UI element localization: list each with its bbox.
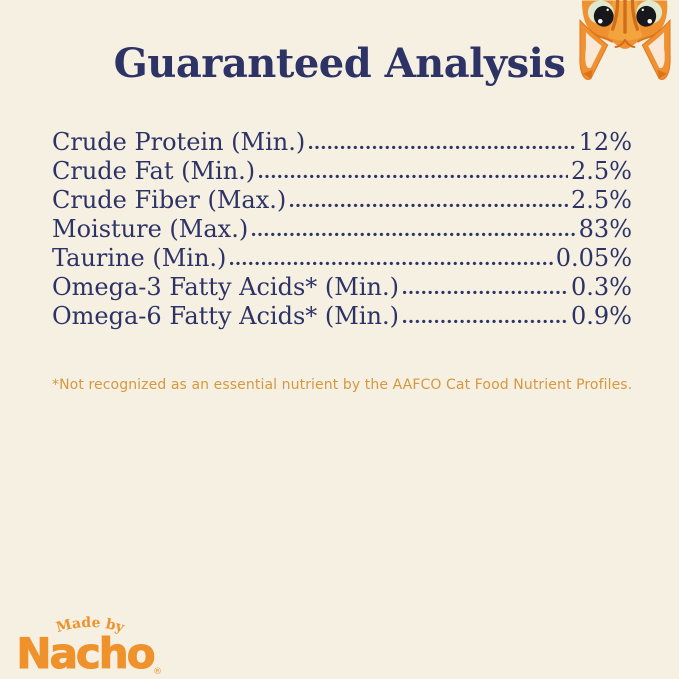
dot-leader <box>401 319 569 324</box>
nutrient-value: 0.3% <box>571 273 632 301</box>
nutrient-label: Omega-6 Fatty Acids* (Min.) <box>52 302 399 330</box>
analysis-row: Crude Fiber (Max.) 2.5% <box>52 186 632 215</box>
nutrient-value: 2.5% <box>571 157 632 185</box>
dot-leader <box>401 290 569 295</box>
analysis-row: Omega-6 Fatty Acids* (Min.) 0.9% <box>52 302 632 331</box>
nutrient-label: Crude Fat (Min.) <box>52 157 256 185</box>
cat-peeking-icon <box>579 0 671 80</box>
aafco-footnote: *Not recognized as an essential nutrient… <box>52 377 633 393</box>
registered-mark: ® <box>153 667 162 677</box>
nutrient-value: 2.5% <box>571 186 632 214</box>
dot-leader <box>308 145 576 150</box>
logo-tagline: Made by <box>55 615 127 636</box>
logo-wordmark: Nacho <box>18 629 155 677</box>
nutrient-label: Crude Fiber (Max.) <box>52 186 287 214</box>
nutrient-value: 0.05% <box>555 244 632 272</box>
analysis-row: Omega-3 Fatty Acids* (Min.) 0.3% <box>52 273 632 302</box>
analysis-row: Taurine (Min.) 0.05% <box>52 244 632 273</box>
nutrient-label: Taurine (Min.) <box>52 244 227 272</box>
dot-leader <box>251 232 576 237</box>
dot-leader <box>289 203 569 208</box>
nutrient-label: Crude Protein (Min.) <box>52 128 306 156</box>
nutrient-value: 83% <box>578 215 632 243</box>
nutrient-label: Moisture (Max.) <box>52 215 249 243</box>
nutrient-value: 0.9% <box>571 302 632 330</box>
dot-leader <box>258 174 569 179</box>
analysis-table: Crude Protein (Min.) 12% Crude Fat (Min.… <box>52 128 632 331</box>
nutrient-label: Omega-3 Fatty Acids* (Min.) <box>52 273 399 301</box>
dot-leader <box>229 261 553 266</box>
analysis-row: Crude Protein (Min.) 12% <box>52 128 632 157</box>
nacho-logo: Made by Nacho ® <box>18 615 162 677</box>
analysis-row: Moisture (Max.) 83% <box>52 215 632 244</box>
nutrient-value: 12% <box>578 128 632 156</box>
analysis-row: Crude Fat (Min.) 2.5% <box>52 157 632 186</box>
page-title: Guaranteed Analysis <box>113 40 566 87</box>
